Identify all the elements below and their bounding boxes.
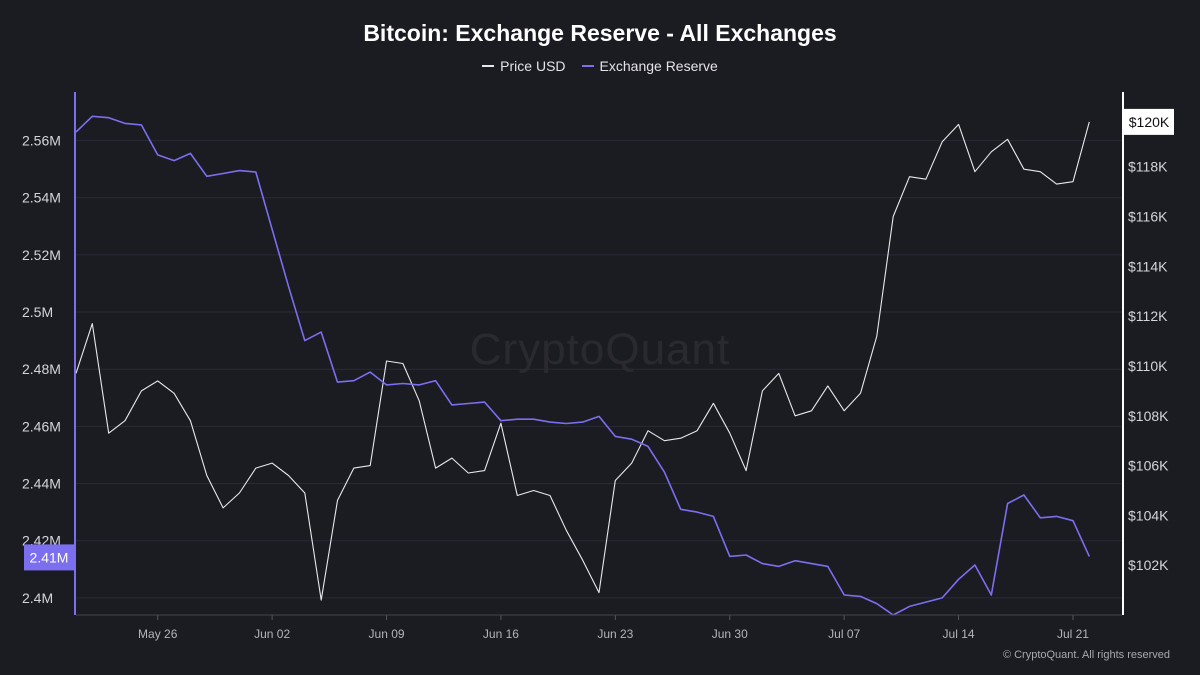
left-current-value-label: 2.41M xyxy=(30,549,69,565)
x-axis-tick-label: Jun 02 xyxy=(254,627,290,641)
left-axis-tick-label: 2.56M xyxy=(22,133,61,149)
x-axis-tick-label: Jul 21 xyxy=(1057,627,1089,641)
series-line-exchange-reserve xyxy=(75,115,1091,616)
legend-swatch-exchange-reserve xyxy=(581,65,594,67)
left-axis-tick-label: 2.44M xyxy=(22,476,61,492)
x-axis-tick-label: May 26 xyxy=(138,627,178,641)
right-axis-tick-label: $110K xyxy=(1128,358,1168,374)
right-axis-tick-label: $112K xyxy=(1128,308,1168,324)
left-axis-tick-label: 2.48M xyxy=(22,361,61,377)
x-axis-tick-label: Jun 09 xyxy=(369,627,405,641)
legend-swatch-price xyxy=(482,65,495,67)
x-axis-ticks: May 26 Jun 02 Jun 09 Jun 16 Jun 23 Jun 30 Jul … xyxy=(138,615,1089,641)
right-axis-tick-label: $116K xyxy=(1128,209,1168,225)
right-axis-tick-label: $108K xyxy=(1128,408,1169,424)
left-axis-tick-label: 2.5M xyxy=(22,304,53,320)
series-line-price-usd xyxy=(75,121,1090,601)
right-axis-tick-label: $102K xyxy=(1128,557,1169,573)
left-axis-ticks: 2.4M2.42M2.44M2.46M2.48M2.5M2.52M2.54M2.… xyxy=(22,133,61,606)
left-current-value-tag xyxy=(24,544,74,571)
legend: Price USD Exchange Reserve xyxy=(0,58,1200,74)
x-axis-tick-label: Jun 23 xyxy=(597,627,633,641)
current-value-tags: 2.41M $120K xyxy=(24,108,1174,571)
x-axis-tick-label: Jul 14 xyxy=(943,627,975,641)
legend-item-price[interactable]: Price USD xyxy=(482,58,566,74)
left-axis-tick-label: 2.54M xyxy=(22,190,61,206)
x-axis-tick-label: Jun 30 xyxy=(712,627,748,641)
right-axis-ticks: $102K $104K $106K $108K $110K $112K $114K $116K… xyxy=(1128,109,1169,573)
left-axis-tick-label: 2.4M xyxy=(22,590,53,606)
axis-lines xyxy=(74,92,1124,616)
left-axis-tick-label: 2.52M xyxy=(22,247,61,263)
right-axis-tick-label: $118K xyxy=(1128,159,1168,175)
x-axis-tick-label: Jun 16 xyxy=(483,627,519,641)
copyright-notice: © CryptoQuant. All rights reserved xyxy=(1002,649,1170,661)
left-axis-tick-label: 2.46M xyxy=(22,418,61,434)
grid-lines xyxy=(76,140,1122,599)
watermark: CryptoQuant xyxy=(469,325,731,374)
right-current-value-tag xyxy=(1124,108,1174,135)
right-axis-tick-label: $106K xyxy=(1128,458,1169,474)
x-axis-tick-label: Jul 07 xyxy=(828,627,860,641)
right-axis-tick-label: $104K xyxy=(1128,507,1169,523)
series-lines xyxy=(75,115,1091,616)
legend-label-price: Price USD xyxy=(500,58,566,74)
right-current-value-label: $120K xyxy=(1129,114,1170,130)
legend-label-exchange-reserve: Exchange Reserve xyxy=(599,58,718,74)
legend-item-exchange-reserve[interactable]: Exchange Reserve xyxy=(581,58,718,74)
right-axis-tick-label: $114K xyxy=(1128,258,1168,274)
chart-title: Bitcoin: Exchange Reserve - All Exchange… xyxy=(363,20,837,46)
